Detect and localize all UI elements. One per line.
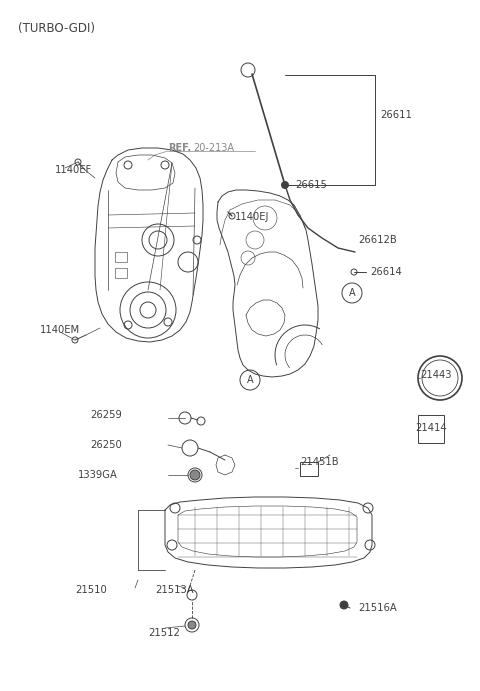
Text: REF.: REF. bbox=[168, 143, 191, 153]
Text: 21510: 21510 bbox=[75, 585, 107, 595]
Text: 21516A: 21516A bbox=[358, 603, 397, 613]
Bar bbox=[300, 462, 318, 476]
Text: 26612B: 26612B bbox=[358, 235, 397, 245]
Text: 1140EJ: 1140EJ bbox=[235, 212, 269, 222]
Bar bbox=[115, 268, 127, 278]
Text: 20-213A: 20-213A bbox=[193, 143, 234, 153]
Text: 1339GA: 1339GA bbox=[78, 470, 118, 480]
Circle shape bbox=[281, 182, 288, 189]
Text: 26259: 26259 bbox=[90, 410, 122, 420]
Bar bbox=[418, 415, 444, 443]
Text: 26250: 26250 bbox=[90, 440, 122, 450]
Bar bbox=[115, 252, 127, 262]
Text: 1140EM: 1140EM bbox=[40, 325, 80, 335]
Text: A: A bbox=[247, 375, 253, 385]
Text: 21512: 21512 bbox=[148, 628, 180, 638]
Text: 21443: 21443 bbox=[420, 370, 452, 380]
Text: 21451B: 21451B bbox=[300, 457, 338, 467]
Text: 26611: 26611 bbox=[380, 110, 412, 120]
Circle shape bbox=[190, 470, 200, 480]
Text: 26614: 26614 bbox=[370, 267, 402, 277]
Text: 21414: 21414 bbox=[415, 423, 446, 433]
Text: 1140EF: 1140EF bbox=[55, 165, 92, 175]
Circle shape bbox=[340, 601, 348, 609]
Text: A: A bbox=[348, 288, 355, 298]
Text: 26615: 26615 bbox=[295, 180, 327, 190]
Text: 21513A: 21513A bbox=[155, 585, 193, 595]
Text: (TURBO-GDI): (TURBO-GDI) bbox=[18, 22, 95, 35]
Circle shape bbox=[188, 621, 196, 629]
